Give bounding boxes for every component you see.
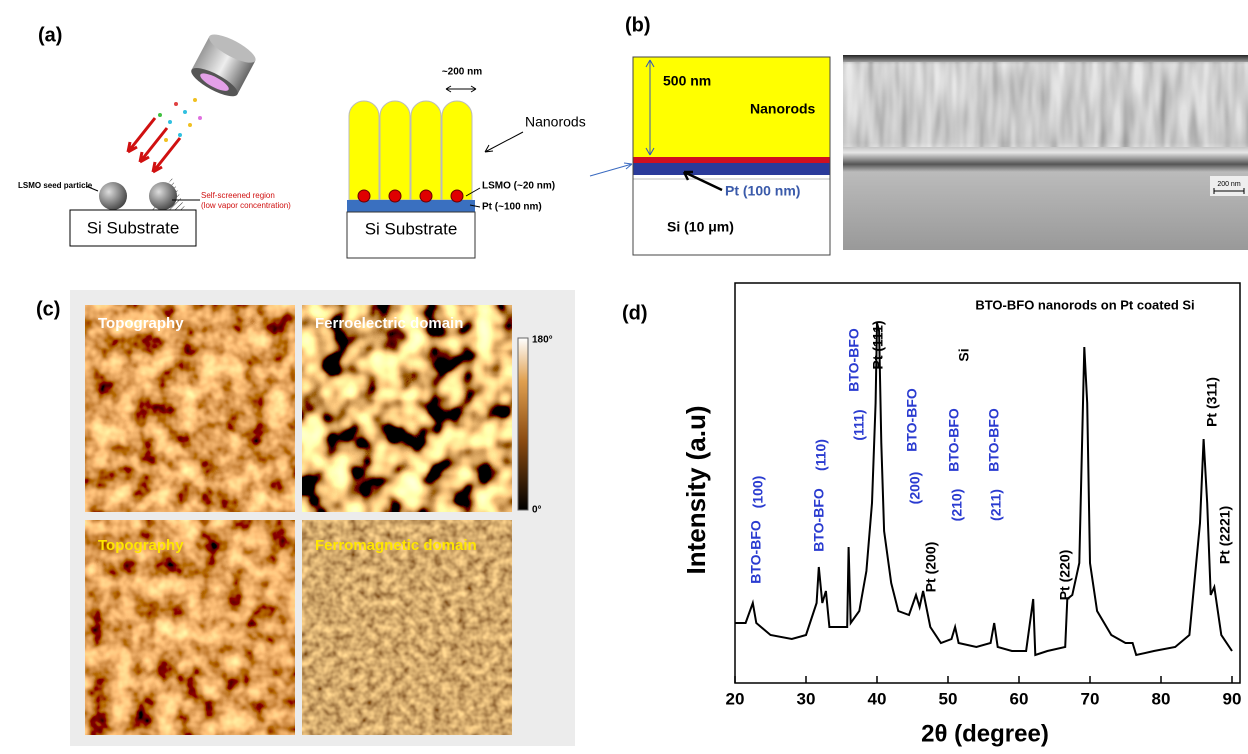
evaporator [188, 29, 259, 101]
panel-label: (b) [625, 14, 651, 36]
peak-label: (210) [949, 489, 965, 522]
panel-c: (c) Topography Ferroelectric domain Topo… [36, 290, 575, 746]
x-tick-label: 20 [726, 689, 745, 708]
peak-label: Pt (111) [870, 320, 886, 369]
x-tick-label: 70 [1081, 689, 1100, 708]
peak-label: Pt (200) [923, 542, 939, 593]
peak-label: Si [956, 348, 972, 361]
width-label: ~200 nm [442, 67, 482, 78]
pointer [590, 163, 632, 176]
lsmo-label: LSMO (~20 nm) [482, 181, 555, 192]
peak-label: (211) [988, 489, 1004, 521]
pt-label: Pt (~100 nm) [482, 202, 542, 213]
nanorods-label: Nanorods [750, 101, 816, 117]
peak-label: BTO-BFO [904, 388, 920, 452]
legend-text: BTO-BFO nanorods on Pt coated Si [975, 297, 1194, 312]
x-tick-label: 60 [1010, 689, 1029, 708]
pt-layer [633, 163, 830, 175]
peak-label: BTO-BFO [986, 408, 1002, 472]
vapor-particles [158, 98, 202, 142]
colorbar [518, 338, 528, 510]
afm-image [85, 305, 295, 512]
nanorods-label: Nanorods [525, 114, 586, 130]
peak-label: BTO-BFO [946, 408, 962, 472]
peak-label: (100) [750, 476, 766, 509]
panel-d: (d) BTO-BFO nanorods on Pt coated Si 2θ … [622, 283, 1240, 747]
region-label: Self-screened region [201, 191, 275, 200]
panel-label: (c) [36, 298, 60, 320]
lsmo-layer [633, 157, 830, 163]
image-title: Topography [98, 537, 184, 554]
si-label: Si (10 μm) [667, 219, 734, 235]
x-tick-label: 30 [797, 689, 816, 708]
peak-label: (110) [813, 439, 829, 471]
x-tick-label: 50 [939, 689, 958, 708]
sem-columns [843, 62, 1248, 147]
peak-label: (111) [851, 409, 867, 440]
panel-a: (a) Si Substrate LSMO seed particle Self… [18, 24, 586, 258]
substrate-label: Si Substrate [87, 218, 180, 237]
colorbar-min: 0° [532, 505, 542, 516]
xrd-line [735, 323, 1232, 655]
nanorods [349, 101, 472, 200]
image-title: Ferromagnetic domain [315, 537, 477, 554]
figure: (a) Si Substrate LSMO seed particle Self… [0, 0, 1248, 754]
peak-label: (200) [907, 472, 923, 505]
scale-label: 200 nm [1217, 181, 1241, 188]
x-axis-title: 2θ (degree) [921, 720, 1049, 747]
width-arrow [446, 86, 476, 92]
x-tick-label: 40 [868, 689, 887, 708]
peak-label: BTO-BFO [846, 328, 862, 392]
peak-label: Pt (2221) [1217, 506, 1233, 564]
x-tick-label: 80 [1152, 689, 1171, 708]
image-title: Ferroelectric domain [315, 315, 463, 332]
seed-particle [99, 182, 127, 210]
colorbar-max: 180° [532, 335, 553, 346]
region-label: (low vapor concentration) [201, 201, 291, 210]
panel-label: (a) [38, 24, 62, 46]
peak-label: BTO-BFO [748, 520, 764, 584]
thickness-label: 500 nm [663, 73, 711, 89]
substrate-label: Si Substrate [365, 219, 458, 238]
y-axis-title: Intensity (a.u) [681, 405, 711, 574]
peak-label: Pt (220) [1057, 550, 1073, 601]
vapor-arrows [128, 118, 180, 172]
pt-label: Pt (100 nm) [725, 183, 800, 199]
afm-image [302, 305, 512, 512]
pointer [485, 132, 523, 152]
x-tick-label: 90 [1223, 689, 1242, 708]
seed-label: LSMO seed particle [18, 181, 93, 190]
peak-label: Pt (311) [1204, 377, 1220, 427]
seed-particle [149, 182, 177, 210]
panel-label: (d) [622, 302, 648, 324]
panel-b: (b) 500 nm Nanorods Pt (100 nm) Si (10 μ… [590, 14, 1248, 255]
peak-label: BTO-BFO [811, 488, 827, 552]
image-title: Topography [98, 315, 184, 332]
